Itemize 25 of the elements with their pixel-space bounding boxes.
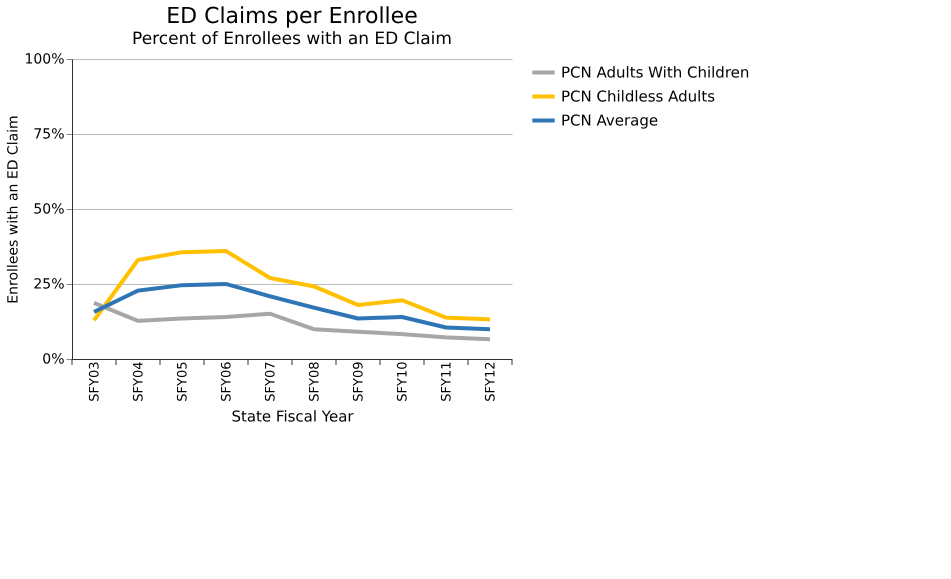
x-tick-label: SFY05	[176, 362, 190, 402]
x-tick-label: SFY06	[220, 362, 234, 402]
chart-title: ED Claims per Enrollee	[166, 4, 418, 29]
legend-label: PCN Childless Adults	[561, 88, 716, 106]
chart-subtitle: Percent of Enrollees with an ED Claim	[132, 29, 452, 49]
legend-label: PCN Adults With Children	[561, 64, 750, 82]
y-tick-label: 0%	[42, 352, 64, 368]
y-tick-label: 100%	[24, 52, 64, 68]
x-tick-label: SFY12	[484, 362, 498, 402]
line-series	[92, 249, 492, 322]
x-axis-title: State Fiscal Year	[231, 408, 354, 426]
y-tick-label: 50%	[33, 202, 64, 218]
y-tick-label: 75%	[33, 126, 64, 142]
x-tick-label: SFY10	[396, 362, 410, 402]
y-tick-label: 25%	[33, 276, 64, 292]
x-tick-label: SFY03	[88, 362, 102, 402]
line-series	[92, 300, 492, 342]
x-tick-label: SFY08	[308, 362, 322, 402]
legend-label: PCN Average	[561, 112, 658, 130]
x-tick-label: SFY07	[264, 362, 278, 402]
x-tick-label: SFY11	[440, 362, 454, 402]
x-tick-label: SFY09	[352, 362, 366, 402]
line-series	[92, 282, 492, 332]
x-tick-label: SFY04	[132, 362, 146, 402]
y-axis-title: Enrollees with an ED Claim	[5, 115, 22, 304]
